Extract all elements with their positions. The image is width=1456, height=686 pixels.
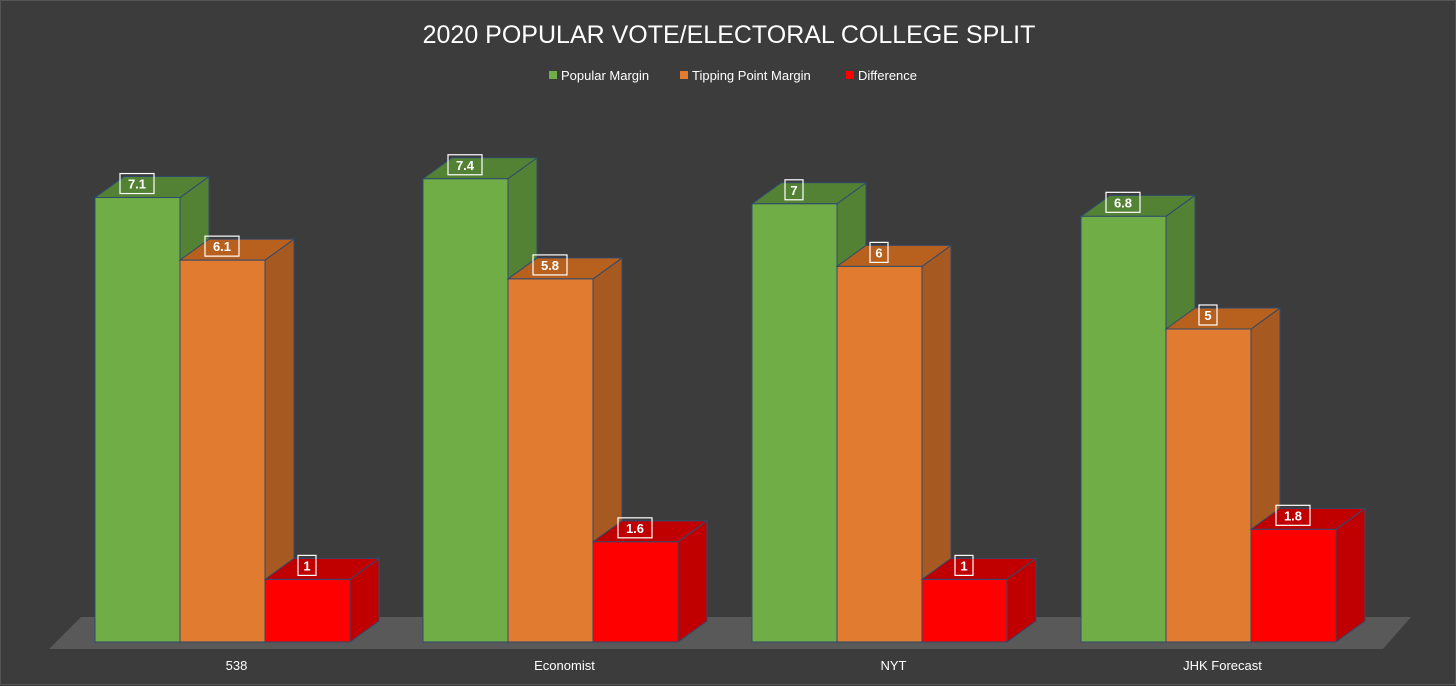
- bar-3-2: [1249, 507, 1367, 643]
- data-label-box: [119, 172, 155, 195]
- legend-swatch-1: [680, 71, 688, 79]
- legend-label-1: Tipping Point Margin: [692, 68, 811, 83]
- bar-front: [592, 541, 679, 643]
- bar-0-2: [263, 557, 381, 643]
- data-label-2-2: 1: [954, 554, 974, 577]
- bar-2-1: [835, 244, 953, 643]
- x-tick-label-1: Economist: [534, 658, 595, 673]
- legend: Popular Margin Tipping Point Margin Differ…: [549, 68, 917, 83]
- bar-side: [1335, 507, 1366, 643]
- bars-group: 7.1 6.1 1 7.4 5.8 1.6 7 6 1 6.8 5 1.8: [93, 154, 1367, 643]
- data-label-text: 7: [790, 183, 797, 198]
- data-label-text: 7.4: [456, 158, 475, 173]
- chart-floor: [49, 617, 1411, 649]
- bar-front: [1250, 528, 1337, 643]
- bar-front: [507, 278, 594, 643]
- x-tick-label-2: NYT: [881, 658, 907, 673]
- data-label-3-0: 6.8: [1105, 191, 1141, 213]
- data-label-2-1: 6: [869, 241, 889, 263]
- bar-front: [921, 578, 1008, 643]
- bar-1-2: [591, 519, 709, 643]
- legend-label-2: Difference: [858, 68, 917, 83]
- data-label-box: [784, 179, 804, 201]
- data-label-1-2: 1.6: [617, 517, 653, 539]
- bar-front: [1080, 215, 1167, 643]
- data-label-box: [1275, 504, 1311, 526]
- data-label-text: 1: [960, 558, 967, 573]
- data-label-text: 6: [875, 245, 882, 260]
- data-label-0-0: 7.1: [119, 172, 155, 195]
- data-label-box: [447, 154, 483, 176]
- chart-title: 2020 POPULAR VOTE/ELECTORAL COLLEGE SPLI…: [423, 21, 1036, 49]
- data-label-text: 5: [1204, 308, 1211, 323]
- data-label-1-0: 7.4: [447, 154, 483, 176]
- data-label-box: [1198, 304, 1218, 326]
- bar-front: [94, 197, 181, 643]
- x-axis-ticks: 538 Economist NYT JHK Forecast: [226, 658, 1263, 673]
- data-label-box: [532, 254, 568, 276]
- x-tick-label-3: JHK Forecast: [1183, 658, 1262, 673]
- legend-swatch-0: [549, 71, 557, 79]
- data-label-box: [204, 235, 240, 257]
- bar-0-1: [178, 238, 296, 643]
- data-label-box: [617, 517, 653, 539]
- data-label-box: [869, 241, 889, 263]
- bar-front: [422, 178, 509, 643]
- data-label-text: 6.8: [1114, 195, 1132, 210]
- data-label-2-0: 7: [784, 179, 804, 201]
- data-label-1-1: 5.8: [532, 254, 568, 276]
- data-label-text: 7.1: [128, 177, 146, 192]
- data-label-box: [1105, 191, 1141, 213]
- data-label-text: 1.6: [626, 521, 644, 536]
- data-label-text: 5.8: [541, 258, 559, 273]
- bar-3-1: [1164, 307, 1282, 643]
- legend-label-0: Popular Margin: [561, 68, 649, 83]
- legend-swatch-2: [846, 71, 854, 79]
- data-label-3-2: 1.8: [1275, 504, 1311, 526]
- bar-2-2: [920, 557, 1038, 643]
- bar-front: [1165, 328, 1252, 643]
- bar-front: [264, 578, 351, 643]
- bar-front: [179, 259, 266, 643]
- data-label-3-1: 5: [1198, 304, 1218, 326]
- data-label-text: 1: [303, 558, 310, 573]
- data-label-text: 1.8: [1284, 508, 1302, 523]
- x-tick-label-0: 538: [226, 658, 248, 673]
- data-label-text: 6.1: [213, 239, 231, 254]
- bar-front: [751, 203, 838, 643]
- data-label-0-1: 6.1: [204, 235, 240, 257]
- data-label-0-2: 1: [297, 554, 317, 577]
- bar-front: [836, 265, 923, 643]
- data-label-box: [954, 554, 974, 577]
- data-label-box: [297, 554, 317, 577]
